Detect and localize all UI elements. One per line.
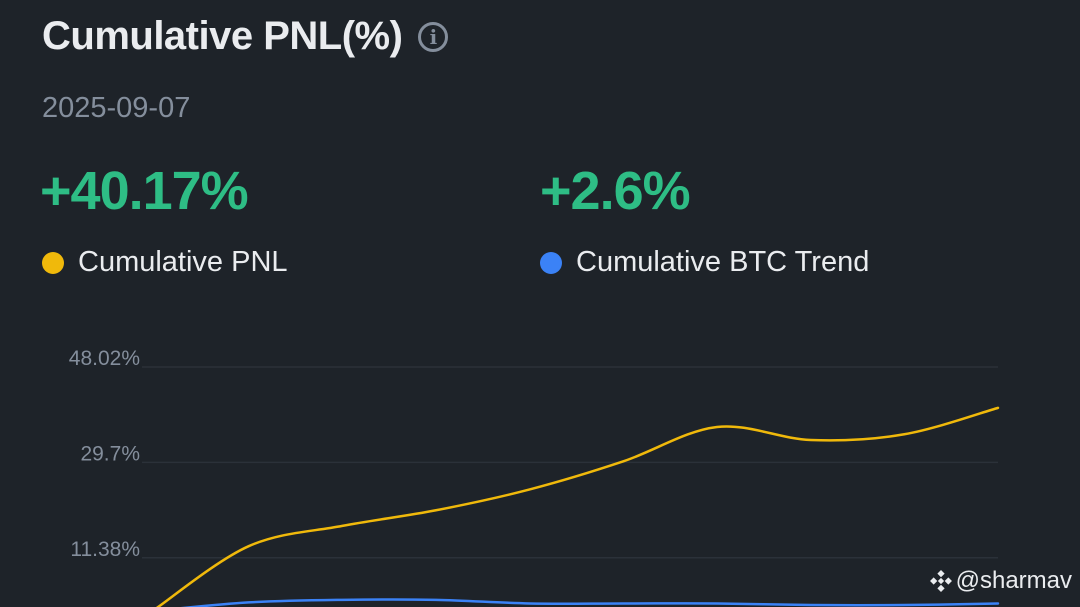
y-tick-label: 11.38% bbox=[70, 538, 140, 561]
header: Cumulative PNL(%) i bbox=[42, 14, 449, 59]
legend-label-pnl: Cumulative PNL bbox=[78, 246, 288, 278]
chart-grid bbox=[142, 366, 998, 559]
y-axis-ticks: 48.02% 29.7% 11.38% bbox=[69, 347, 140, 561]
date-label: 2025-09-07 bbox=[42, 92, 191, 124]
pnl-value: +40.17% bbox=[40, 161, 249, 221]
pnl-line bbox=[155, 406, 1000, 607]
btc-trend-line bbox=[180, 598, 1000, 607]
legend-label-btc: Cumulative BTC Trend bbox=[576, 246, 870, 278]
info-icon[interactable]: i bbox=[418, 21, 449, 52]
legend-item-btc: Cumulative BTC Trend bbox=[540, 246, 869, 279]
btc-trend-value: +2.6% bbox=[540, 161, 691, 221]
chart-series bbox=[155, 406, 1000, 607]
watermark-text: @sharmav bbox=[955, 567, 1072, 594]
watermark: @sharmav bbox=[929, 567, 1072, 595]
legend-dot-pnl bbox=[42, 251, 64, 274]
legend-item-pnl: Cumulative PNL bbox=[42, 246, 288, 279]
binance-logo-icon bbox=[929, 570, 952, 592]
legend-dot-btc bbox=[540, 251, 562, 274]
y-tick-label: 29.7% bbox=[80, 442, 140, 465]
y-tick-label: 48.02% bbox=[69, 347, 140, 370]
page-title: Cumulative PNL(%) bbox=[42, 14, 403, 58]
